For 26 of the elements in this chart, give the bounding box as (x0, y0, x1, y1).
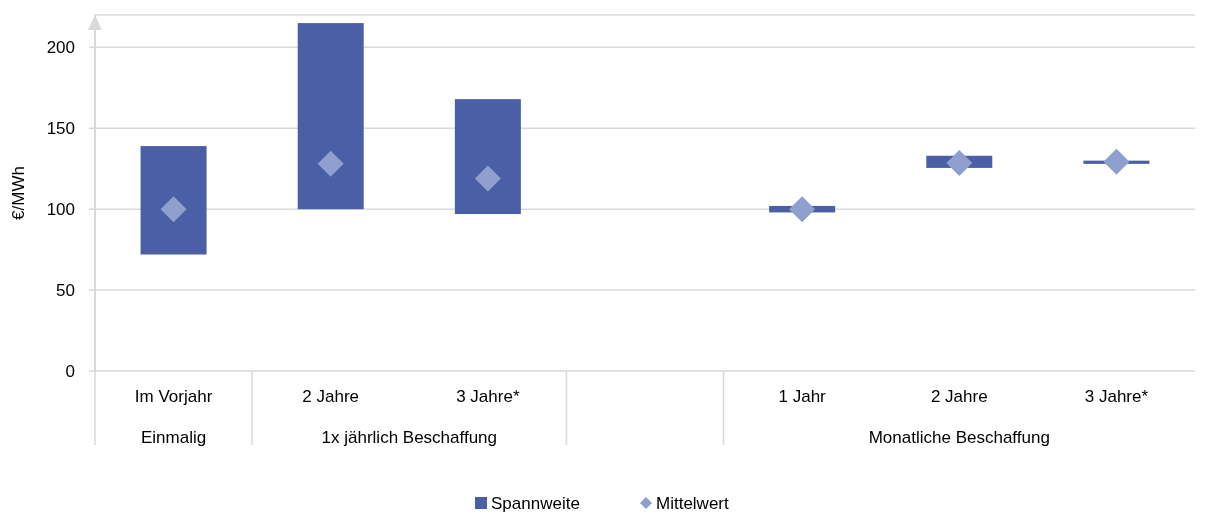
bar (454, 99, 521, 215)
y-tick-label: 100 (46, 200, 75, 220)
y-tick-label: 150 (46, 119, 75, 139)
legend-label: Spannweite (491, 493, 580, 513)
x-tick-label: 2 Jahre (302, 386, 360, 406)
y-tick-label: 0 (65, 361, 75, 381)
point (1103, 148, 1130, 175)
point (474, 165, 501, 192)
text: Monatliche Beschaffung (868, 427, 1050, 447)
point (946, 150, 973, 177)
x-tick-label: 2 Jahre (930, 386, 988, 406)
text: 1x jährlich Beschaffung (321, 427, 498, 447)
point (789, 196, 816, 223)
point (160, 196, 187, 223)
x-tick-label: 1 Jahr (778, 386, 827, 406)
x-tick-label: Im Vorjahr (134, 386, 213, 406)
legend-label: Mittelwert (656, 493, 730, 513)
x-tick-label: 3 Jahre* (1084, 386, 1149, 406)
x-tick-label: 3 Jahre* (456, 386, 520, 406)
bar (140, 146, 207, 255)
text: Einmalig (140, 427, 207, 447)
y-axis-title: €/MWh (9, 166, 28, 220)
y-tick-label: 50 (56, 281, 75, 301)
y-tick-label: 200 (46, 38, 75, 58)
point (317, 150, 344, 177)
bar (297, 23, 364, 210)
